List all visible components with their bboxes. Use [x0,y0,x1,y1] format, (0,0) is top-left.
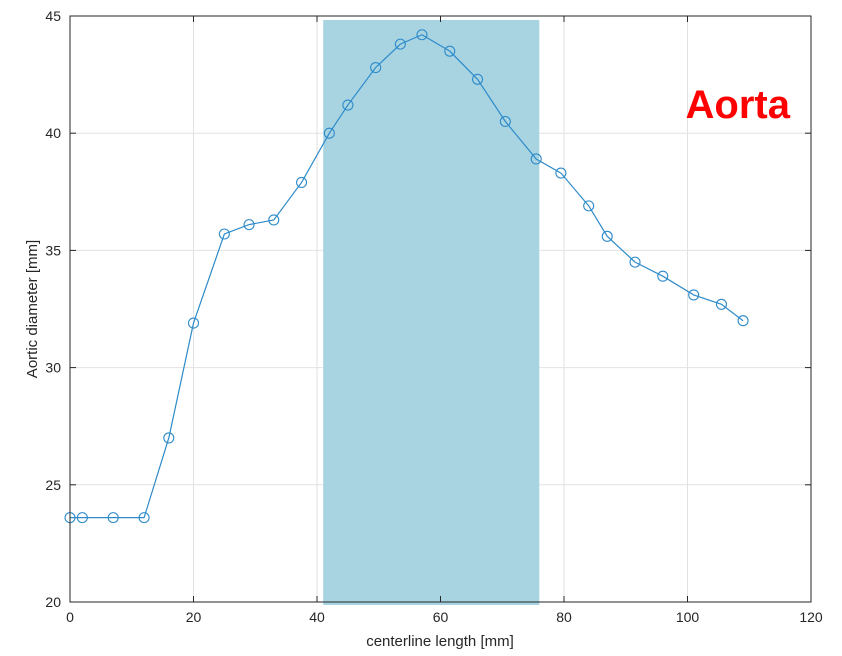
data-point [268,214,280,226]
data-point [715,298,728,310]
y-tick-label: 40 [45,125,61,141]
data-point [530,153,542,165]
data-point [370,62,382,74]
data-point [243,219,255,231]
data-point [218,228,230,240]
y-tick-label: 45 [45,8,61,24]
x-tick-label: 100 [676,609,700,625]
x-tick-label: 120 [799,609,823,625]
x-tick-label: 40 [309,609,325,625]
data-point [394,38,406,50]
data-point [601,230,613,242]
data-point [555,167,567,179]
y-axis-ticks: 20 25 30 35 40 45 [45,8,811,610]
data-point [629,256,641,268]
data-point [323,127,335,139]
data-point [737,315,749,327]
x-tick-label: 60 [433,609,449,625]
aorta-annotation: Aorta [686,83,791,127]
y-axis-label: Aortic diameter [mm] [24,240,41,378]
data-point [657,270,669,282]
data-point [471,73,484,85]
x-tick-label: 80 [556,609,572,625]
data-point [138,512,150,524]
x-axis-ticks: 0 20 40 60 80 100 120 [66,16,823,625]
data-point [163,432,175,444]
data-point [296,176,308,188]
data-point [187,317,200,329]
data-point [416,29,428,41]
y-tick-label: 25 [45,477,61,493]
data-point [342,99,354,111]
series-line [70,34,744,519]
data-point [688,289,700,301]
data-point [444,45,456,57]
x-tick-label: 0 [66,609,74,625]
y-tick-label: 35 [45,242,61,258]
y-tick-label: 30 [45,360,61,376]
data-point [107,512,119,524]
y-tick-label: 20 [45,594,61,610]
data-point [583,200,595,212]
x-axis-label: centerline length [mm] [366,633,514,650]
data-point [76,512,88,524]
highlight-region [323,20,540,605]
data-point [499,115,511,128]
x-tick-label: 20 [186,609,202,625]
